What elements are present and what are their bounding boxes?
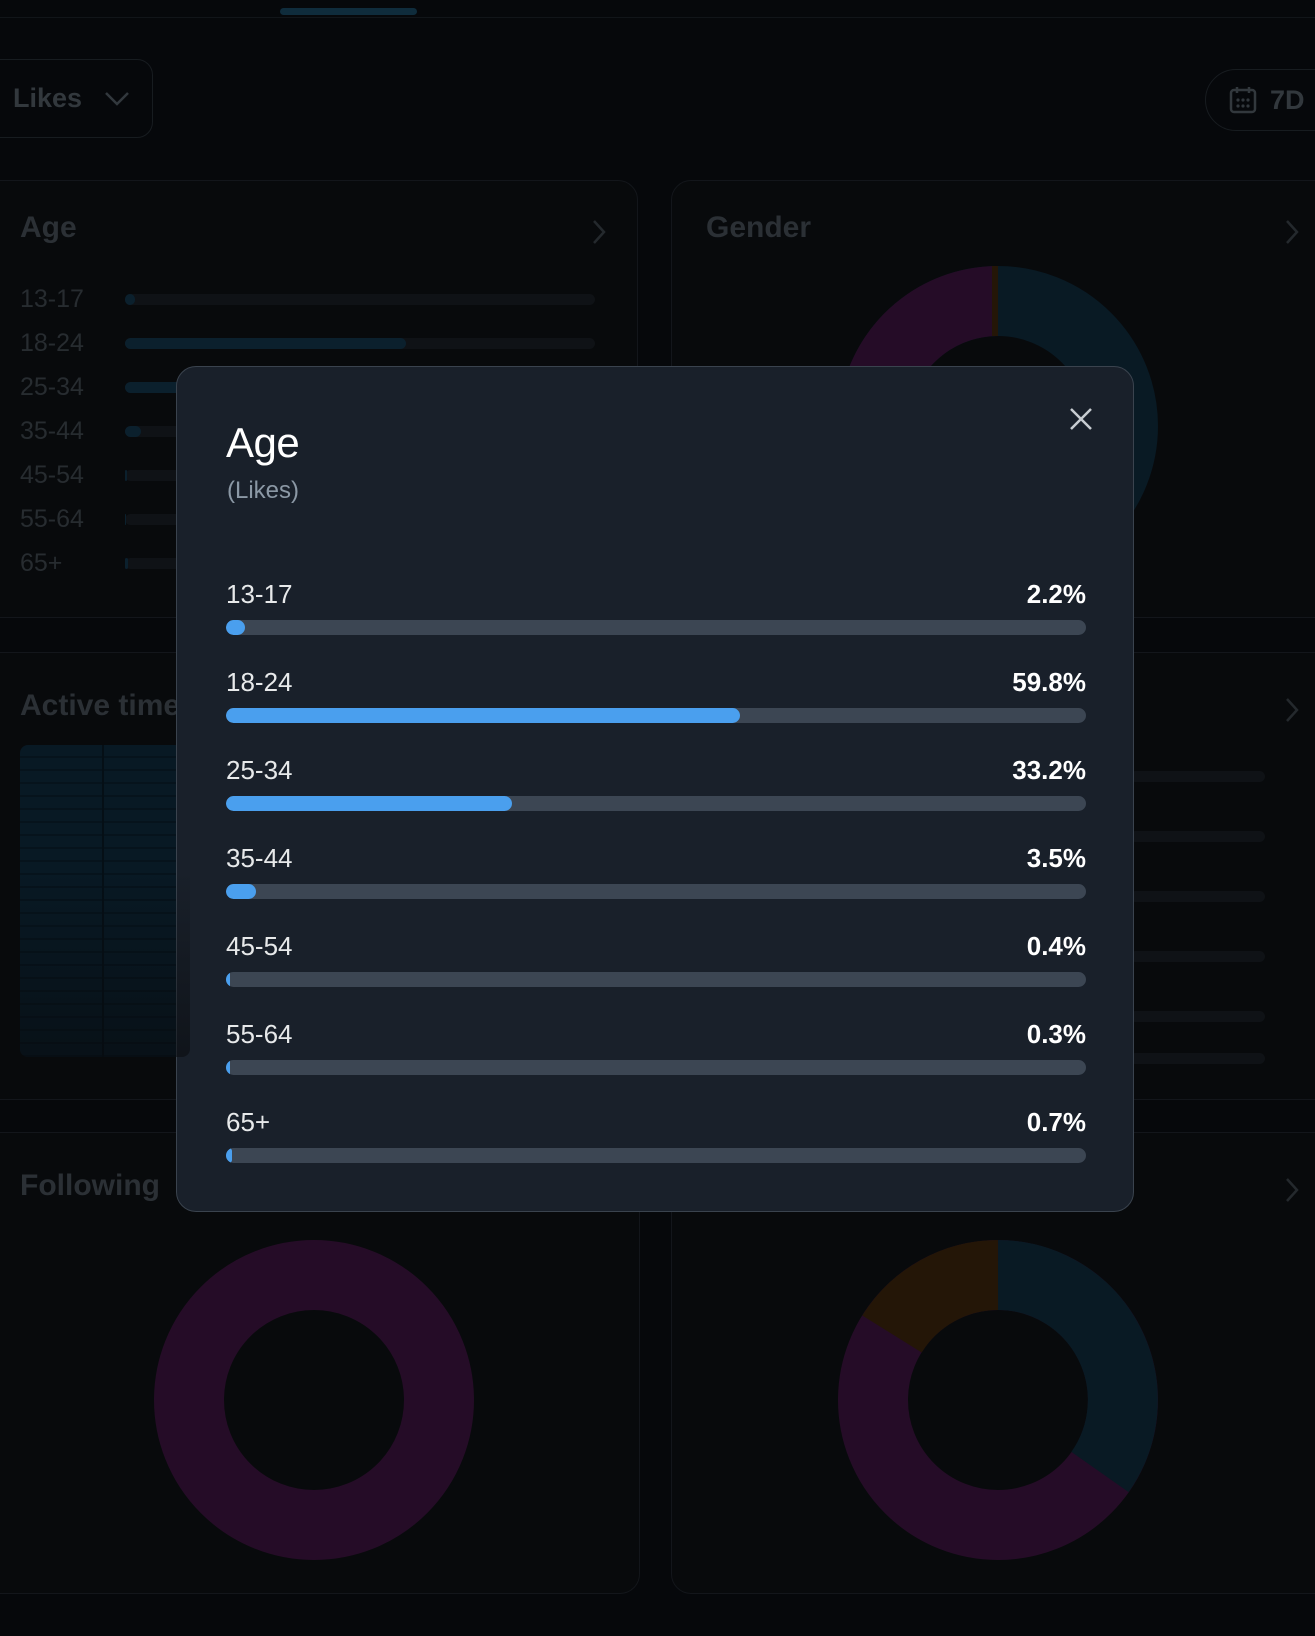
age-row: 18-24 59.8% xyxy=(226,667,1086,755)
mini-age-label: 25-34 xyxy=(20,372,84,401)
calendar-icon xyxy=(1229,87,1257,114)
age-bar-fill xyxy=(226,884,257,899)
age-row-label: 13-17 xyxy=(226,579,293,609)
modal-title: Age xyxy=(226,419,300,466)
age-bar-track xyxy=(226,1148,1086,1163)
metric-select[interactable]: Likes xyxy=(0,59,153,138)
age-bar-track xyxy=(226,708,1086,723)
mini-age-row: 13-17 xyxy=(20,277,600,321)
age-modal: Age (Likes) 13-17 2.2% 18-24 59.8% 25-34… xyxy=(176,366,1134,1212)
donut-segment xyxy=(862,1240,1000,1354)
age-row-value: 0.7% xyxy=(1026,1107,1086,1137)
following-donut-segment xyxy=(154,1240,474,1560)
active-time-card-title: Active time xyxy=(20,689,181,722)
chevron-down-icon xyxy=(105,91,129,106)
age-row: 25-34 33.2% xyxy=(226,755,1086,843)
active-tab-indicator xyxy=(280,8,417,15)
age-row-value: 3.5% xyxy=(1026,843,1086,873)
age-bar-track xyxy=(226,972,1086,987)
following-card-title: Following xyxy=(20,1169,160,1202)
age-bar-fill xyxy=(226,620,245,635)
age-bar-fill xyxy=(226,972,230,987)
date-range-button[interactable]: 7D xyxy=(1205,69,1315,131)
mini-age-label: 65+ xyxy=(20,548,63,577)
age-row: 35-44 3.5% xyxy=(226,843,1086,931)
mini-age-bar xyxy=(125,557,129,569)
age-row-value: 0.3% xyxy=(1026,1019,1086,1049)
age-bar-track xyxy=(226,1060,1086,1075)
mini-age-label: 45-54 xyxy=(20,460,84,489)
age-row-value: 33.2% xyxy=(1012,755,1086,785)
date-range-label: 7D xyxy=(1270,84,1305,115)
mini-age-bar xyxy=(125,469,127,481)
mini-age-label: 18-24 xyxy=(20,328,84,357)
mini-age-bar xyxy=(125,425,142,437)
mini-age-bar xyxy=(125,513,127,525)
age-row: 55-64 0.3% xyxy=(226,1019,1086,1107)
metric-select-value: Likes xyxy=(13,83,83,113)
age-row-label: 18-24 xyxy=(226,667,293,697)
mini-age-label: 35-44 xyxy=(20,416,84,445)
tab-divider xyxy=(0,17,1315,18)
following-donut xyxy=(154,1240,474,1560)
age-bar-fill xyxy=(226,796,512,811)
age-row-label: 25-34 xyxy=(226,755,293,785)
mini-age-bar xyxy=(125,337,407,349)
chevron-right-icon[interactable] xyxy=(591,219,607,245)
age-bar-fill xyxy=(226,1060,230,1075)
age-distribution-list: 13-17 2.2% 18-24 59.8% 25-34 33.2% 35-44… xyxy=(226,579,1086,1195)
age-bar-track xyxy=(226,884,1086,899)
chevron-right-icon[interactable] xyxy=(1284,219,1300,245)
age-row-label: 65+ xyxy=(226,1107,271,1137)
gender-card-title: Gender xyxy=(706,211,812,244)
age-row-label: 35-44 xyxy=(226,843,293,873)
age-row-value: 59.8% xyxy=(1012,667,1086,697)
close-button[interactable] xyxy=(1063,401,1099,437)
mini-age-label: 13-17 xyxy=(20,284,84,313)
age-bar-fill xyxy=(226,1148,233,1163)
right-bottom-donut xyxy=(838,1240,1158,1560)
age-row: 45-54 0.4% xyxy=(226,931,1086,1019)
age-bar-fill xyxy=(226,708,741,723)
chevron-right-icon[interactable] xyxy=(1284,1177,1300,1203)
modal-subtitle: (Likes) xyxy=(227,477,300,504)
close-icon xyxy=(1070,408,1092,430)
mini-age-row: 18-24 xyxy=(20,321,600,365)
chevron-right-icon[interactable] xyxy=(1284,697,1300,723)
active-time-heatmap xyxy=(20,745,190,1057)
age-row-label: 45-54 xyxy=(226,931,293,961)
mini-age-label: 55-64 xyxy=(20,504,84,533)
mini-age-bar xyxy=(125,293,136,305)
age-row: 65+ 0.7% xyxy=(226,1107,1086,1195)
donut-segment xyxy=(996,1240,1158,1493)
age-bar-track xyxy=(226,620,1086,635)
age-row: 13-17 2.2% xyxy=(226,579,1086,667)
age-card-title: Age xyxy=(20,211,77,244)
age-bar-track xyxy=(226,796,1086,811)
age-row-label: 55-64 xyxy=(226,1019,293,1049)
age-row-value: 2.2% xyxy=(1026,579,1086,609)
age-row-value: 0.4% xyxy=(1026,931,1086,961)
